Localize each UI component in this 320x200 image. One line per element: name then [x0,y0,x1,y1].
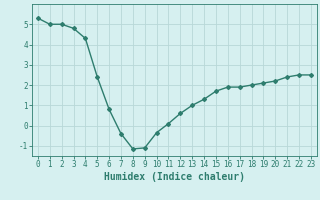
X-axis label: Humidex (Indice chaleur): Humidex (Indice chaleur) [104,172,245,182]
